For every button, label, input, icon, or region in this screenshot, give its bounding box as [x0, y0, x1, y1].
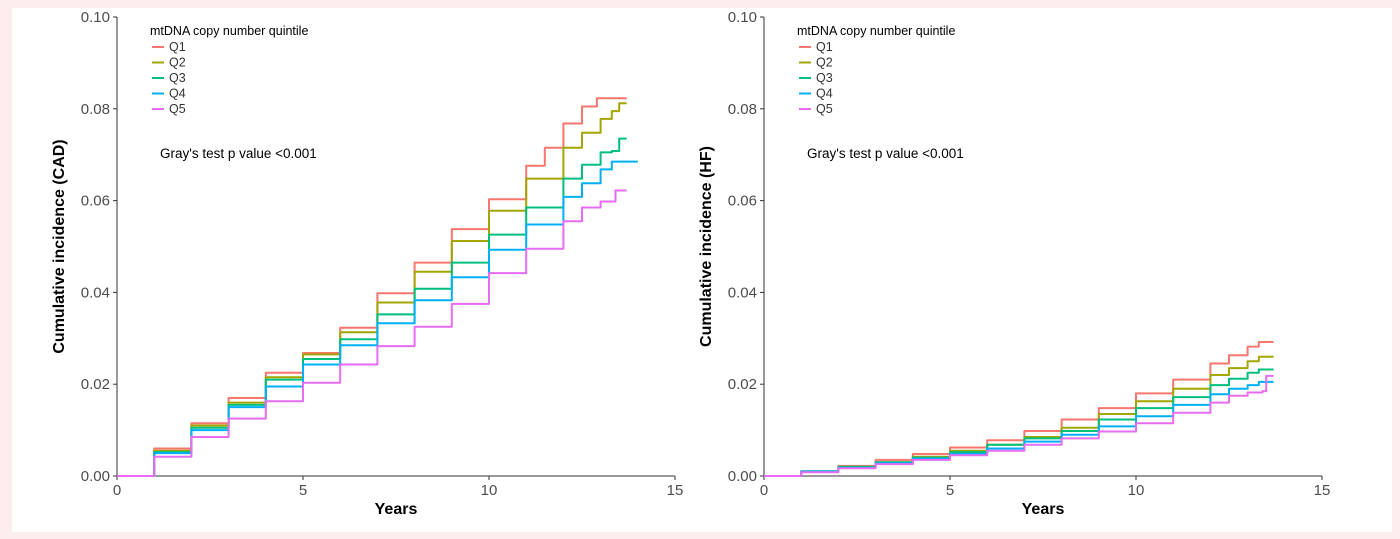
y-tick-label: 0.04: [728, 284, 757, 301]
y-tick-label: 0.00: [81, 468, 110, 485]
x-tick-label: 15: [667, 482, 684, 499]
y-tick-label: 0.06: [728, 193, 757, 210]
legend-label: Q2: [816, 56, 833, 70]
x-tick-label: 5: [299, 482, 307, 499]
x-axis-title: Years: [1022, 501, 1065, 518]
legend-label: Q3: [816, 71, 833, 85]
annotation-text: Gray's test p value <0.001: [160, 146, 317, 161]
y-tick-label: 0.00: [728, 468, 757, 485]
series-line-q2: [764, 355, 1274, 477]
legend-label: Q1: [169, 40, 186, 54]
y-axis-title: Cumulative incidence (CAD): [51, 139, 68, 353]
x-tick-label: 10: [481, 482, 498, 499]
legend-title: mtDNA copy number quintile: [797, 24, 955, 38]
x-tick-label: 15: [1314, 482, 1331, 499]
legend-title: mtDNA copy number quintile: [150, 24, 308, 38]
series-line-q5: [764, 374, 1274, 477]
chart-panel-1: 0.00 0.02 0.04 0.06 0.08 0.10 0 5 10 15 Years Cumul…: [51, 9, 683, 518]
x-axis-title: Years: [375, 501, 418, 518]
y-tick-label: 0.10: [728, 9, 757, 26]
series-line-q5: [117, 189, 627, 477]
y-tick-label: 0.02: [728, 376, 757, 393]
y-tick-label: 0.08: [728, 101, 757, 118]
legend-label: Q4: [169, 87, 186, 101]
y-tick-label: 0.06: [81, 193, 110, 210]
chart-panel-2: 0.00 0.02 0.04 0.06 0.08 0.10 0 5 10 15 Years Cumul…: [698, 9, 1330, 518]
series-line-q3: [764, 368, 1274, 477]
x-tick-label: 5: [946, 482, 954, 499]
y-tick-label: 0.08: [81, 101, 110, 118]
y-tick-label: 0.04: [81, 284, 110, 301]
x-tick-label: 10: [1128, 482, 1145, 499]
y-axis-title: Cumulative incidence (HF): [698, 146, 715, 347]
chart-canvas: 0.00 0.02 0.04 0.06 0.08 0.10 0 5 10 15 Years Cumul…: [51, 9, 1330, 518]
y-tick-label: 0.10: [81, 9, 110, 26]
legend-label: Q2: [169, 56, 186, 70]
legend-label: Q5: [169, 102, 186, 116]
legend-label: Q5: [816, 102, 833, 116]
x-tick-label: 0: [113, 482, 121, 499]
legend-label: Q1: [816, 40, 833, 54]
y-tick-label: 0.02: [81, 376, 110, 393]
series-line-q4: [764, 380, 1274, 477]
annotation-text: Gray's test p value <0.001: [807, 146, 964, 161]
legend-label: Q4: [816, 87, 833, 101]
series-line-q1: [764, 341, 1274, 477]
x-tick-label: 0: [760, 482, 768, 499]
legend-label: Q3: [169, 71, 186, 85]
plot-area: 0.00 0.02 0.04 0.06 0.08 0.10 0 5 10 15 Years Cumul…: [12, 8, 1392, 532]
